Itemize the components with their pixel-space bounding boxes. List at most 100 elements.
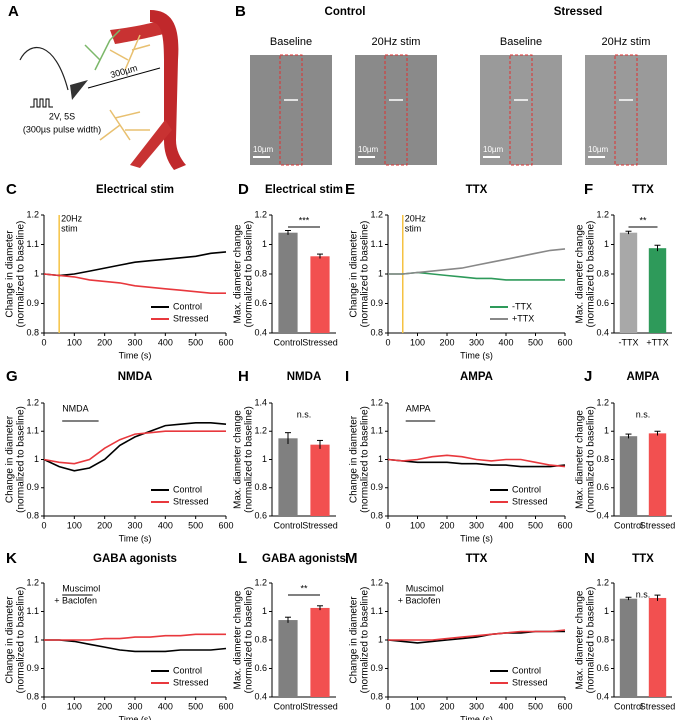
y-tick-label: 1.1 [370,239,383,249]
y-axis-label: Max. diameter change [575,590,586,689]
y-tick-label: 0.9 [370,298,383,308]
y-tick-label: 1.2 [26,209,39,219]
schematic: A 2V, 5S (300µs pulse width) 300µm [8,3,186,170]
vessel-outline [279,54,303,166]
y-tick-label: 1.1 [26,606,39,616]
image-title: Baseline [500,36,542,48]
x-tick-label: Stressed [302,337,338,347]
x-tick-label: 300 [469,520,484,530]
x-tick-label: Control [614,520,643,530]
y-axis-label: Max. diameter change [575,410,586,509]
chart-title: Electrical stim [265,184,343,196]
image-panel: B Control Stressed Baseline 20Hz stim Ba… [235,3,650,48]
bar [619,598,638,697]
neuron [99,109,150,141]
x-tick-label: Control [614,701,643,711]
legend-label: Control [512,484,541,494]
x-tick-label: 200 [97,520,112,530]
x-tick-label: 200 [97,337,112,347]
chart-title: NMDA [287,371,322,383]
significance: ** [639,215,647,225]
y-axis-label: Max. diameter change [575,224,586,323]
x-tick-label: 400 [158,701,173,711]
chart-title: GABA agonists [93,553,177,565]
series-line [43,422,227,472]
micrograph [585,55,667,165]
x-tick-label: 300 [127,337,142,347]
x-tick-label: Control [273,337,302,347]
y-tick-label: 1.1 [26,239,39,249]
y-tick-label: 0.8 [254,482,267,492]
series-line [388,629,566,641]
legend-label: Control [173,301,202,311]
y-tick-label: 1 [604,239,609,249]
y-tick-label: 0.4 [596,327,609,337]
x-tick-label: 400 [158,337,173,347]
y-tick-label: 1.2 [254,577,267,587]
x-tick-label: 0 [41,701,46,711]
panel-letter: B [235,3,246,20]
y-tick-label: 1.2 [26,397,39,407]
x-tick-label: 200 [439,520,454,530]
scale-label: 10µm [253,145,274,154]
legend-label: Stressed [173,677,209,687]
annotation-text: 20Hz [61,213,83,223]
annotation-text: AMPA [406,403,431,413]
panel-letter: M [345,550,358,567]
significance: n.s. [636,409,651,419]
y-tick-label: 1.1 [26,426,39,436]
panel-letter: C [6,181,17,198]
bar [310,607,330,697]
x-tick-label: Control [273,520,302,530]
panel-letter: D [238,181,249,198]
y-tick-label: 0.9 [26,663,39,673]
x-tick-label: 100 [410,701,425,711]
panel-letter: H [238,368,249,385]
significance: *** [299,215,310,225]
x-tick-label: 300 [469,701,484,711]
x-tick-label: 500 [188,337,203,347]
series-line [43,251,227,277]
x-tick-label: 600 [557,701,572,711]
y-axis-label: (normalized to baseline) [586,406,597,513]
y-tick-label: 1.2 [254,426,267,436]
significance: n.s. [636,589,651,599]
bar [310,444,330,516]
y-tick-label: 1 [262,454,267,464]
y-tick-label: 1 [34,634,39,644]
y-tick-label: 1 [604,426,609,436]
y-tick-label: 1.2 [596,577,609,587]
y-tick-label: 0.8 [596,268,609,278]
y-tick-label: 0.9 [370,482,383,492]
x-tick-label: 100 [67,701,82,711]
image-title: 20Hz stim [602,36,651,48]
significance: n.s. [297,409,312,419]
y-tick-label: 0.8 [370,691,383,701]
y-tick-label: 0.8 [254,268,267,278]
bar [278,438,298,516]
annotation-text: Muscimol [406,583,444,593]
scale-label: 10µm [483,145,504,154]
y-tick-label: 0.8 [26,510,39,520]
x-tick-label: 500 [528,520,543,530]
annotation-text: Muscimol [62,583,100,593]
y-tick-label: 0.4 [254,691,267,701]
x-tick-label: 400 [498,337,513,347]
panel-letter: E [345,181,355,198]
scale-label: 10µm [588,145,609,154]
x-tick-label: 100 [67,337,82,347]
chart-title: TTX [466,553,488,565]
x-tick-label: Stressed [640,701,676,711]
legend-label: +TTX [512,313,534,323]
wire [19,46,69,91]
legend-label: Stressed [512,677,548,687]
series-line [43,430,226,465]
y-tick-label: 0.8 [596,634,609,644]
bar [278,232,298,333]
y-tick-label: 1.2 [370,209,383,219]
series-line [388,248,566,275]
y-tick-label: 0.8 [370,327,383,337]
panel-letter: L [238,550,247,567]
x-tick-label: 500 [188,701,203,711]
